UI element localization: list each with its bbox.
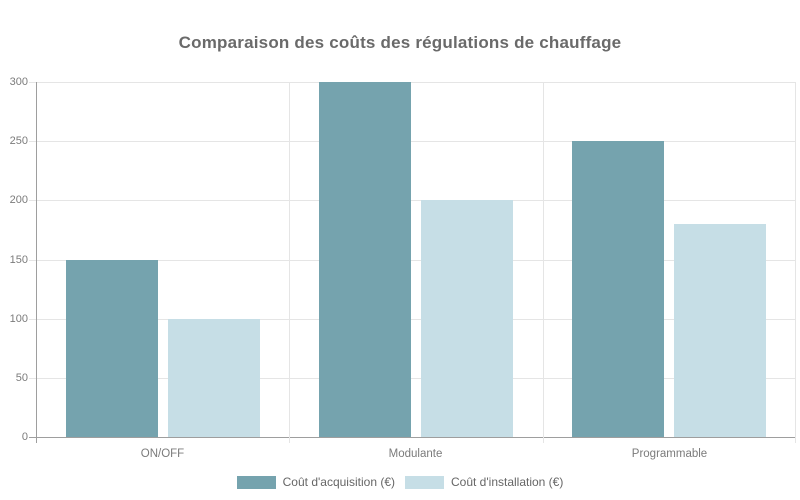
y-tick-label-0: 0 (21, 431, 28, 443)
x-category-label-programmable: Programmable (631, 448, 708, 460)
legend-label: Coût d'installation (€) (451, 475, 564, 489)
gridline-y-200 (36, 200, 796, 201)
category-divider (289, 82, 290, 437)
bar-modulante-co-t-d-acquisition (319, 82, 411, 437)
legend-label: Coût d'acquisition (€) (282, 475, 395, 489)
y-tick-250 (29, 141, 36, 142)
y-tick-300 (29, 82, 36, 83)
y-tick-100 (29, 319, 36, 320)
y-tick-150 (29, 260, 36, 261)
y-tick-label-150: 150 (9, 254, 28, 266)
y-tick-0 (29, 437, 36, 438)
x-tick-3 (795, 437, 796, 443)
y-tick-label-50: 50 (15, 372, 28, 384)
legend-swatch-co-t-d-installation (405, 475, 444, 489)
bar-programmable-co-t-d-acquisition (572, 141, 664, 437)
x-tick-1 (289, 437, 290, 443)
y-tick-label-100: 100 (9, 313, 28, 325)
x-tick-2 (543, 437, 544, 443)
x-category-label-on-off: ON/OFF (140, 448, 185, 460)
y-tick-50 (29, 378, 36, 379)
gridline-y-100 (36, 319, 796, 320)
gridline-y-50 (36, 378, 796, 379)
legend-item-co-t-d-installation[interactable]: Coût d'installation (€) (405, 475, 563, 489)
legend-swatch-co-t-d-acquisition (236, 475, 276, 489)
bar-programmable-co-t-d-installation (674, 224, 766, 437)
legend-item-co-t-d-acquisition[interactable]: Coût d'acquisition (€) (236, 475, 395, 489)
y-tick-label-300: 300 (9, 76, 28, 88)
plot-right-border (795, 82, 796, 437)
legend: Coût d'acquisition (€) Coût d'installatio… (0, 475, 800, 489)
gridline-y-300 (36, 82, 796, 83)
bar-on-off-co-t-d-acquisition (66, 260, 158, 437)
chart-title: Comparaison des coûts des régulations de… (178, 33, 622, 52)
x-axis-line (36, 437, 796, 438)
bar-on-off-co-t-d-installation (168, 319, 260, 437)
y-axis-line (36, 82, 37, 443)
x-category-label-modulante: Modulante (388, 448, 443, 460)
bar-modulante-co-t-d-installation (421, 200, 513, 437)
plot-area: 0 50 100 150 200 250 300 ON/OFF Modulante Program… (10, 76, 796, 460)
category-divider (543, 82, 544, 437)
gridline-y-250 (36, 141, 796, 142)
y-tick-label-250: 250 (9, 135, 28, 147)
y-tick-200 (29, 200, 36, 201)
gridline-y-150 (36, 260, 796, 261)
y-tick-label-200: 200 (9, 194, 28, 206)
